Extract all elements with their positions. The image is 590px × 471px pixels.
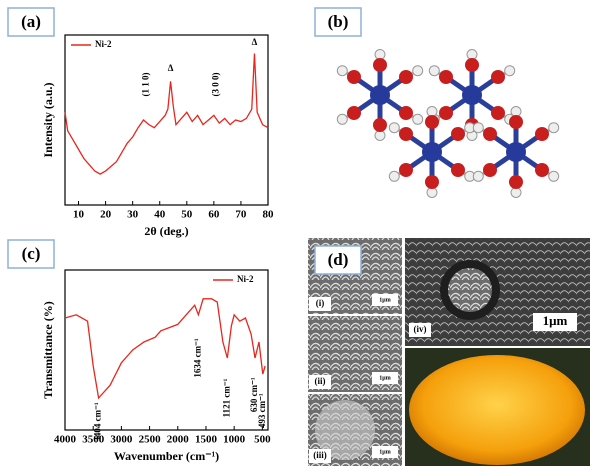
oxygen bbox=[509, 175, 523, 189]
nickel bbox=[462, 85, 482, 105]
oxygen bbox=[465, 58, 479, 72]
nickel bbox=[422, 142, 442, 162]
annotation: 1121 cm⁻¹ bbox=[221, 378, 231, 417]
scale-bar-label: 1μm bbox=[543, 313, 568, 328]
oxygen bbox=[491, 70, 505, 84]
hydrogen bbox=[473, 171, 483, 181]
x-tick-label: 40 bbox=[154, 209, 166, 221]
annotation: Δ bbox=[168, 63, 174, 73]
oxygen bbox=[483, 163, 497, 177]
x-tick-label: 50 bbox=[181, 209, 193, 221]
hydrogen bbox=[337, 114, 347, 124]
oxygen bbox=[373, 118, 387, 132]
crystal-structure bbox=[337, 50, 558, 198]
hydrogen bbox=[413, 66, 423, 76]
annotation: Δ bbox=[252, 37, 258, 47]
hydrogen bbox=[473, 123, 483, 133]
annotation: (3 0 0) bbox=[211, 72, 221, 96]
oxygen bbox=[535, 163, 549, 177]
x-tick-label: 70 bbox=[235, 209, 247, 221]
hydrogen bbox=[429, 66, 439, 76]
x-tick-label: 20 bbox=[100, 209, 112, 221]
hydrogen bbox=[549, 171, 559, 181]
oxygen bbox=[451, 163, 465, 177]
oxygen bbox=[399, 127, 413, 141]
oxygen bbox=[509, 115, 523, 129]
oxygen bbox=[491, 106, 505, 120]
figure: (a) (b) (c) (d) (i) 1μm (ii) 1μm (iii) 1μm (iv… bbox=[0, 0, 590, 466]
x-tick-label: 60 bbox=[208, 209, 220, 221]
y-axis-title: Transmittance (%) bbox=[41, 301, 55, 398]
hydrogen bbox=[505, 66, 515, 76]
panel-label: (c) bbox=[22, 244, 41, 263]
oxygen bbox=[439, 70, 453, 84]
hydrogen bbox=[389, 123, 399, 133]
x-tick-label: 10 bbox=[73, 209, 85, 221]
scale-bar-label: 1μm bbox=[379, 375, 390, 381]
x-tick-label: 1500 bbox=[195, 434, 218, 446]
x-tick-label: 1000 bbox=[223, 434, 246, 446]
hydrogen bbox=[337, 66, 347, 76]
nickel bbox=[506, 142, 526, 162]
sem-label: (iii) bbox=[313, 450, 327, 460]
sem-label: (ii) bbox=[315, 376, 326, 386]
x-tick-label: 2000 bbox=[167, 434, 190, 446]
oxygen bbox=[399, 163, 413, 177]
x-tick-label: 30 bbox=[127, 209, 139, 221]
oxygen bbox=[347, 106, 361, 120]
oxygen bbox=[347, 70, 361, 84]
x-axis-title: 2θ (deg.) bbox=[144, 224, 188, 238]
oxygen bbox=[399, 106, 413, 120]
x-tick-label: 3000 bbox=[110, 434, 133, 446]
panel-label: (a) bbox=[21, 12, 41, 31]
oxygen bbox=[373, 58, 387, 72]
oxygen bbox=[535, 127, 549, 141]
annotation: (1 1 0) bbox=[140, 72, 150, 96]
oxygen bbox=[451, 127, 465, 141]
x-axis-title: Wavenumber (cm⁻¹) bbox=[114, 449, 219, 463]
panel-label: (d) bbox=[328, 250, 349, 269]
nickel bbox=[370, 85, 390, 105]
oxygen bbox=[425, 175, 439, 189]
flower bbox=[409, 355, 585, 465]
scale-bar-label: 1μm bbox=[379, 449, 390, 455]
legend-label: Ni-2 bbox=[95, 39, 112, 49]
legend-label: Ni-2 bbox=[237, 274, 254, 284]
y-axis-title: Intensity (a.u.) bbox=[41, 82, 55, 157]
oxygen bbox=[483, 127, 497, 141]
sem-label: (iv) bbox=[414, 324, 427, 334]
sem-label: (i) bbox=[316, 298, 325, 308]
data-line bbox=[65, 54, 268, 175]
hydrogen bbox=[549, 123, 559, 133]
x-tick-label: 80 bbox=[263, 209, 275, 221]
annotation: 3404 cm⁻¹ bbox=[93, 402, 103, 441]
annotation: 1634 cm⁻¹ bbox=[192, 338, 202, 377]
sem-images: (d) (i) 1μm (ii) 1μm (iii) 1μm (iv) 1μm bbox=[308, 238, 590, 466]
oxygen bbox=[439, 106, 453, 120]
hydrogen bbox=[389, 171, 399, 181]
scale-bar-label: 1μm bbox=[379, 297, 390, 303]
oxygen bbox=[425, 115, 439, 129]
x-tick-label: 2500 bbox=[139, 434, 162, 446]
oxygen bbox=[399, 70, 413, 84]
hydrogen bbox=[413, 114, 423, 124]
panel-label: (b) bbox=[328, 12, 349, 31]
x-tick-label: 4000 bbox=[54, 434, 77, 446]
microsphere bbox=[448, 268, 492, 312]
x-tick-label: 500 bbox=[254, 434, 271, 446]
annotation: 493 cm⁻¹ bbox=[257, 393, 267, 428]
data-line bbox=[65, 299, 265, 398]
